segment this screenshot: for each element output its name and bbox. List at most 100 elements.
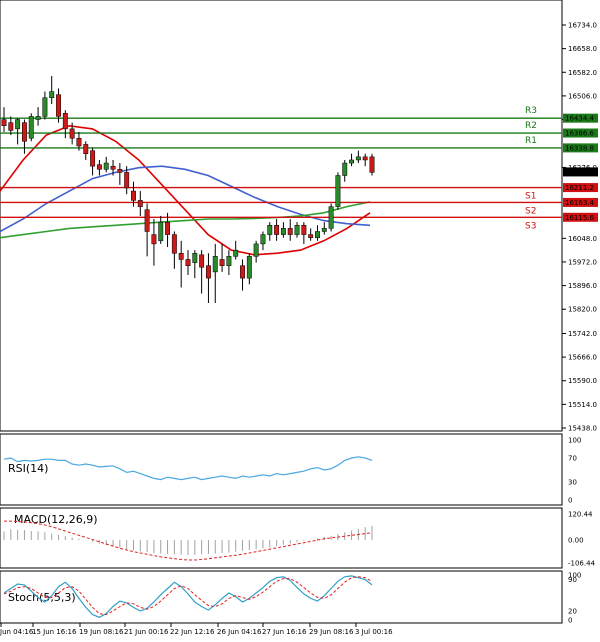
candle-down bbox=[56, 94, 61, 117]
price-tick-label: 15972.0 bbox=[568, 258, 597, 266]
stoch-tick-label: 0 bbox=[568, 617, 572, 625]
time-tick-label: 21 Jun 00:16 bbox=[124, 628, 169, 636]
time-tick-label: Jun 04:16 bbox=[0, 628, 34, 636]
candle-down bbox=[301, 225, 307, 235]
time-tick-label: 15 Jun 16:16 bbox=[32, 628, 77, 636]
candle-up bbox=[355, 156, 361, 161]
rsi-tick-label: 0 bbox=[568, 497, 572, 505]
moving-average-line bbox=[0, 201, 371, 239]
time-tick-label: 29 Jun 08:16 bbox=[309, 628, 354, 636]
candle-up bbox=[42, 97, 48, 117]
time-tick-label: 22 Jun 12:16 bbox=[170, 628, 215, 636]
macd-signal-line bbox=[4, 520, 373, 561]
candle-up bbox=[103, 162, 109, 170]
price-tick-label: 15438.0 bbox=[568, 425, 597, 433]
stoch-panel-frame bbox=[0, 570, 563, 624]
level-name: R1 bbox=[525, 136, 537, 146]
pivot-levels: R3 R2 R1 S1 S2 S3 bbox=[0, 106, 562, 231]
rsi-panel: RSI(14) 100 70 30 0 bbox=[0, 433, 581, 506]
moving-average-line bbox=[0, 124, 371, 256]
candle-up bbox=[158, 221, 164, 242]
candle-down bbox=[219, 259, 225, 266]
price-tick-label: 16734.0 bbox=[568, 22, 597, 30]
level-name: S1 bbox=[525, 192, 536, 202]
candle-up bbox=[315, 231, 320, 238]
candle-up bbox=[212, 256, 218, 273]
rsi-line-path bbox=[3, 456, 373, 481]
candle-down bbox=[69, 128, 75, 139]
price-tick-label: 16582.0 bbox=[568, 69, 597, 77]
level-price-tag-bg bbox=[563, 183, 598, 193]
stoch-k-line bbox=[3, 575, 373, 618]
candle-down bbox=[308, 234, 314, 238]
rsi-panel-frame bbox=[0, 433, 563, 506]
candle-down bbox=[8, 122, 14, 131]
level-price-tag: 16434.4 bbox=[565, 115, 594, 123]
level-price-tag: 16211.2 bbox=[565, 184, 594, 192]
price-tick-label: 16506.0 bbox=[568, 92, 597, 100]
candle-down bbox=[240, 265, 245, 279]
candles bbox=[1, 75, 375, 303]
candle-down bbox=[274, 225, 280, 235]
candle-down bbox=[362, 156, 368, 161]
stoch-tick-label: 90 bbox=[568, 576, 577, 584]
rsi-line bbox=[3, 456, 373, 481]
candle-down bbox=[144, 209, 150, 232]
rsi-tick-label: 100 bbox=[568, 437, 581, 445]
candle-up bbox=[192, 252, 198, 263]
stoch-lines bbox=[3, 575, 373, 618]
candle-up bbox=[328, 206, 334, 229]
level-price-tag: 16115.6 bbox=[565, 214, 594, 222]
candle-up bbox=[246, 256, 252, 279]
price-tick-label: 15742.0 bbox=[568, 330, 597, 338]
rsi-label: RSI(14) bbox=[8, 462, 48, 475]
macd-series bbox=[3, 520, 373, 561]
level-name: S3 bbox=[525, 221, 536, 231]
price-axis: 16734.016658.016582.016506.016430.016276… bbox=[562, 22, 597, 433]
level-name: S2 bbox=[525, 206, 536, 216]
level-price-tag-bg bbox=[563, 143, 598, 153]
candle-up bbox=[28, 116, 34, 139]
candle-down bbox=[62, 113, 68, 130]
price-tick-label: 15514.0 bbox=[568, 401, 597, 409]
macd-tick-label: 120.44 bbox=[568, 511, 593, 519]
candle-down bbox=[205, 265, 211, 279]
price-tick-label: 16658.0 bbox=[568, 45, 597, 53]
rsi-tick-label: 70 bbox=[568, 455, 577, 463]
candle-up bbox=[253, 243, 259, 257]
macd-tick-label: -106.44 bbox=[568, 560, 596, 568]
time-tick-label: 27 Jun 16:16 bbox=[262, 628, 307, 636]
moving-averages bbox=[0, 124, 371, 256]
candle-up bbox=[226, 256, 232, 266]
candle-up bbox=[294, 225, 300, 235]
current-price-tag-bg bbox=[563, 167, 598, 177]
candle-up bbox=[233, 249, 239, 257]
candle-down bbox=[124, 172, 130, 189]
candle-down bbox=[131, 190, 136, 201]
candle-down bbox=[199, 254, 205, 268]
candle-down bbox=[1, 119, 7, 126]
candle-up bbox=[49, 91, 55, 99]
stoch-tick-label: 100 bbox=[568, 572, 581, 580]
candle-up bbox=[15, 119, 21, 130]
candle-down bbox=[117, 169, 123, 173]
level-price-tag-bg bbox=[563, 212, 598, 222]
main-panel: R3 R2 R1 S1 S2 S3 bbox=[0, 0, 563, 432]
level-price-tags: 16434.4 16386.6 16338.8 16211.2 16163.4 16115… bbox=[563, 113, 598, 222]
price-tick-label: 15820.0 bbox=[568, 306, 597, 314]
price-tick-label: 16048.0 bbox=[568, 235, 597, 243]
candle-down bbox=[90, 150, 96, 167]
candle-down bbox=[96, 164, 102, 170]
macd-panel: MACD(12,26,9) 120.44 0.00 -106.44 bbox=[0, 507, 596, 569]
candle-up bbox=[349, 159, 355, 164]
candle-down bbox=[178, 252, 184, 260]
time-tick-label: 26 Jun 04:16 bbox=[217, 628, 262, 636]
price-tick-label: 15590.0 bbox=[568, 377, 597, 385]
level-name: R3 bbox=[525, 106, 537, 116]
level-price-tag-bg bbox=[563, 113, 598, 123]
main-panel-frame bbox=[0, 0, 563, 432]
macd-panel-frame bbox=[0, 507, 563, 569]
